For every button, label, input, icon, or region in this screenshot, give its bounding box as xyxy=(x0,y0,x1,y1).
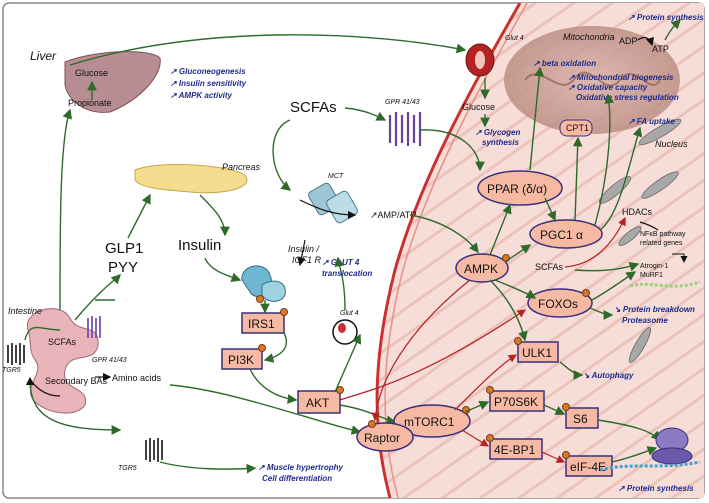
ampk-label: AMPK xyxy=(464,262,498,276)
oxidative-stress: Oxidative stress regulation xyxy=(576,93,679,102)
proteasome: Proteasome xyxy=(622,316,668,325)
ulk1-label: ULK1 xyxy=(522,346,552,360)
hdacs-label: HDACs xyxy=(622,207,653,217)
glp1-label: GLP1 xyxy=(105,240,143,257)
nfkb-1: NFκB pathway xyxy=(640,231,686,238)
4ebp1-node xyxy=(489,438,543,460)
protein-breakdown: ↘ Protein breakdown xyxy=(614,305,695,314)
glut4-top-label: Glut 4 xyxy=(505,35,524,42)
beta-oxidation: ↗ beta oxidation xyxy=(533,59,596,68)
oxidative-capacity: ↗ Oxidative capacity xyxy=(568,83,648,92)
pancreas-label: Pancreas xyxy=(222,162,261,172)
glycogen-2: synthesis xyxy=(482,138,519,147)
amino-acids: Amino acids xyxy=(112,373,162,383)
propionate-label: Propionate xyxy=(68,98,112,108)
tgr5-left-label: TGR5 xyxy=(2,367,21,374)
ppar-node xyxy=(477,170,563,206)
insulin-sensitivity-text: ↗ Insulin sensitivity xyxy=(170,79,247,88)
intestine-shape xyxy=(27,308,99,414)
eif4e-label: eIF-4E xyxy=(570,460,606,474)
amp-atp-label: ↗AMP/ATP xyxy=(370,210,416,220)
p70s6k-node xyxy=(489,390,545,412)
protein-synthesis-bottom: ↗ Protein synthesis xyxy=(618,484,694,493)
akt-label: AKT xyxy=(306,396,330,410)
fa-uptake: ↗ FA uptake xyxy=(628,117,675,126)
scfas-big: SCFAs xyxy=(290,99,337,116)
mitochondria-label: Mitochondria xyxy=(563,32,615,42)
atrogin-label: Atrogin-1 xyxy=(640,263,669,270)
glut4-mid-label: Glut 4 xyxy=(340,310,359,317)
pgc1a-label: PGC1 α xyxy=(540,228,583,242)
pancreas-shape xyxy=(134,164,248,194)
ribosome-mrna xyxy=(599,427,701,472)
liver-glucose: Glucose xyxy=(75,68,108,78)
muscle-hypertrophy: ↗ Muscle hypertrophy xyxy=(258,463,343,472)
mito-biogenesis: ↗ Mitochondrial biogenesis xyxy=(568,73,674,82)
4ebp1-label: 4E-BP1 xyxy=(494,443,536,457)
insulin-igf1r-2: IGF1 R xyxy=(292,255,322,265)
atp-label: ATP xyxy=(652,44,669,54)
pyy-label: PYY xyxy=(108,259,138,276)
glut4-top-channel xyxy=(465,43,495,77)
raptor-node xyxy=(356,422,414,452)
murf1-label: MuRF1 xyxy=(640,272,663,279)
mct-label: MCT xyxy=(328,173,344,180)
gpr-big-receptor xyxy=(388,112,422,146)
glut4-translocation-1: ↗ GLUT 4 xyxy=(322,258,360,267)
pgc1a-node xyxy=(529,219,603,249)
p70s6k-label: P70S6K xyxy=(494,395,538,409)
insulin-label: Insulin xyxy=(178,237,221,254)
pi3k-node xyxy=(221,348,263,370)
liver-shape xyxy=(64,51,161,113)
mtorc1-node xyxy=(393,404,471,438)
s6-label: S6 xyxy=(573,412,588,426)
akt-node xyxy=(297,390,341,414)
nucleus-shapes xyxy=(598,118,682,363)
gluconeogenesis-text: ↗ Gluconeogenesis xyxy=(170,67,246,76)
ampk-node xyxy=(455,253,509,283)
raptor-label: Raptor xyxy=(364,431,400,445)
cpt1-label: CPT1 xyxy=(566,123,589,133)
gpr-small: GPR 41/43 xyxy=(92,357,127,364)
tgr5-bottom-receptor xyxy=(145,438,163,462)
gpr-small-receptor xyxy=(87,316,101,338)
glut4-vesicle xyxy=(332,319,358,345)
gpr-big-label: GPR 41/43 xyxy=(385,99,420,106)
nucleus-label: Nucleus xyxy=(655,139,688,149)
glucose-muscle: Glucose xyxy=(462,102,495,112)
foxos-node xyxy=(527,288,593,318)
mitochondria-shape xyxy=(504,26,680,134)
ulk1-node xyxy=(517,341,559,363)
secondary-bas: Secondary BAs xyxy=(45,376,108,386)
nfkb-2: related genes xyxy=(640,240,683,247)
scfas-small: SCFAs xyxy=(48,337,77,347)
s6-node xyxy=(565,407,599,429)
glycogen-1: ↗ Glycogen xyxy=(475,128,520,137)
insulin-igf1r-1: Insulin / xyxy=(288,244,321,254)
foxos-label: FOXOs xyxy=(538,297,578,311)
tgr5-bottom-label: TGR5 xyxy=(118,465,137,472)
cell-differentiation: Cell differentiation xyxy=(262,474,332,483)
mtorc1-label: mTORC1 xyxy=(404,415,455,429)
ampk-activity-text: ↗ AMPK activity xyxy=(170,91,233,100)
liver-label: Liver xyxy=(30,49,57,63)
tgr5-left-receptor xyxy=(7,343,25,365)
glut4-translocation-2: translocation xyxy=(322,269,372,278)
autophagy: ↘ Autophagy xyxy=(583,371,634,380)
protein-synthesis-top: ↗ Protein synthesis xyxy=(628,13,704,22)
insulin-receptor xyxy=(241,265,286,303)
ppar-label: PPAR (δ/α) xyxy=(487,182,547,196)
scfas-right: SCFAs xyxy=(535,262,564,272)
cpt1-node xyxy=(559,119,593,137)
adp-label: ADP xyxy=(619,36,638,46)
irs1-label: IRS1 xyxy=(248,317,275,331)
pi3k-label: PI3K xyxy=(228,353,254,367)
intestine-label: Intestine xyxy=(8,306,42,316)
